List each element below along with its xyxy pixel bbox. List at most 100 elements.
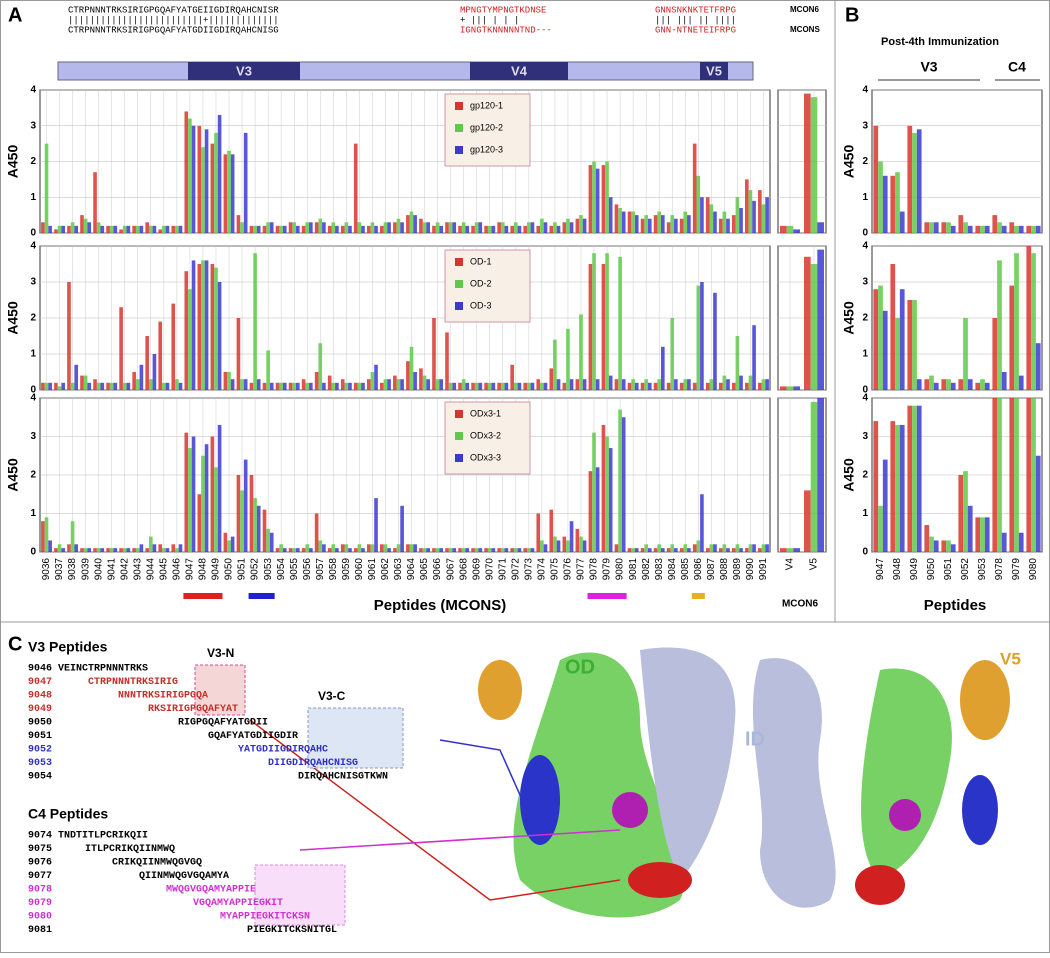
- bar: [748, 190, 753, 233]
- legend-swatch: [455, 454, 463, 462]
- bar: [435, 548, 440, 552]
- bar: [162, 548, 166, 552]
- bar: [588, 165, 593, 233]
- bar: [253, 253, 257, 390]
- bar: [383, 379, 388, 390]
- bar: [679, 382, 684, 390]
- bar: [383, 222, 388, 233]
- bar: [109, 548, 114, 552]
- bar: [916, 405, 922, 552]
- bar: [912, 405, 917, 552]
- x-tick-label: 9063: [393, 558, 404, 581]
- bar: [318, 343, 323, 390]
- bar: [984, 382, 990, 390]
- y-tick-label: 4: [30, 85, 36, 96]
- x-axis-label: Peptides: [924, 597, 987, 614]
- bar: [288, 382, 293, 390]
- bar: [523, 225, 528, 233]
- bar: [882, 459, 888, 552]
- y-tick-label: 3: [862, 431, 868, 442]
- bar: [162, 382, 166, 390]
- peptide-id: 9074: [28, 831, 52, 842]
- bar: [513, 222, 518, 233]
- x-tick-label: 9081: [628, 558, 639, 581]
- bar: [692, 143, 697, 233]
- bar: [188, 448, 192, 552]
- region-label: V3: [236, 63, 252, 78]
- bar: [1035, 225, 1041, 233]
- bar: [929, 222, 934, 233]
- bar: [478, 382, 483, 390]
- bar: [109, 382, 114, 390]
- bar: [171, 303, 176, 390]
- bar: [83, 548, 88, 552]
- bar: [627, 548, 632, 552]
- bar: [758, 190, 762, 233]
- x-tick-label: 9071: [497, 558, 508, 581]
- bar: [500, 382, 505, 390]
- bar: [309, 548, 313, 552]
- bar: [204, 260, 209, 390]
- bar: [318, 540, 323, 552]
- bar: [439, 379, 444, 390]
- bar: [566, 328, 570, 390]
- bar: [452, 382, 457, 390]
- bar: [175, 379, 179, 390]
- bar: [67, 544, 71, 552]
- bar: [967, 379, 973, 390]
- bar: [1009, 398, 1015, 552]
- x-tick-label: 9060: [354, 558, 365, 581]
- peptide-seq: CTRPNNNTRKSIRIG: [88, 677, 178, 688]
- bar: [67, 225, 71, 233]
- bar: [80, 215, 84, 233]
- bar: [406, 215, 410, 233]
- bar: [924, 379, 930, 390]
- bar: [357, 382, 362, 390]
- bar: [696, 285, 701, 390]
- v3c-label: V3-C: [318, 689, 346, 703]
- bar: [361, 382, 365, 390]
- bar: [70, 382, 75, 390]
- bar: [387, 379, 391, 390]
- alignment-label: MCON6: [790, 5, 819, 14]
- bar: [148, 379, 153, 390]
- bar: [980, 225, 985, 233]
- bar: [288, 222, 293, 233]
- bar: [687, 215, 691, 233]
- arrow: [439, 739, 541, 841]
- bar: [761, 204, 766, 233]
- bar: [924, 222, 930, 233]
- bar: [106, 225, 110, 233]
- bar: [74, 544, 79, 552]
- y-tick-label: 3: [862, 120, 868, 131]
- bar: [458, 548, 462, 552]
- bar: [674, 548, 678, 552]
- bar: [374, 225, 378, 233]
- bar: [165, 548, 170, 552]
- v5-label: V5: [1000, 649, 1021, 668]
- bar: [647, 548, 652, 552]
- bar: [569, 222, 574, 233]
- x-tick-label: 9090: [745, 558, 756, 581]
- bar: [266, 350, 270, 390]
- x-tick-label: 9055: [289, 558, 300, 581]
- bar: [348, 548, 352, 552]
- x-tick-label: 9074: [537, 558, 548, 581]
- bar: [907, 300, 913, 390]
- bar: [618, 207, 622, 233]
- bar: [380, 225, 384, 233]
- x-tick-label: 9065: [419, 558, 430, 581]
- bar: [465, 548, 470, 552]
- bar: [400, 505, 404, 552]
- bar: [1026, 246, 1032, 390]
- bar: [426, 548, 430, 552]
- bar: [478, 222, 483, 233]
- bar: [786, 548, 794, 552]
- bar: [661, 215, 665, 233]
- bar: [670, 318, 675, 390]
- bar: [484, 225, 488, 233]
- bar: [804, 256, 811, 390]
- legend-label: gp120-3: [470, 144, 503, 154]
- bar: [57, 544, 62, 552]
- x-axis-label: Peptides (MCONS): [374, 597, 507, 614]
